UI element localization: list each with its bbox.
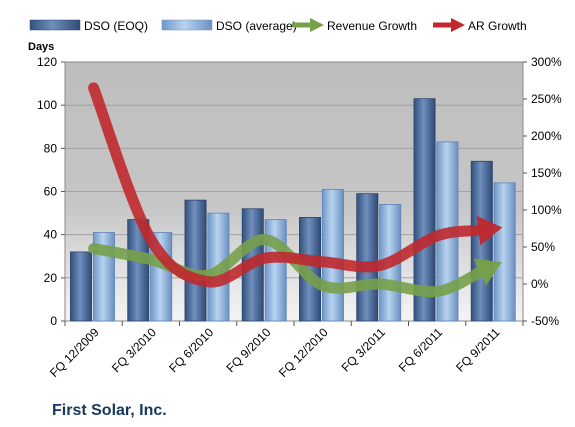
y-axis-left-title: Days	[28, 41, 54, 53]
y-left-tick-label: 60	[44, 185, 58, 199]
y-right-tick-label: 0%	[531, 277, 549, 291]
x-tick-label: FQ 9/2010	[224, 325, 274, 375]
bar-dso-eoq	[184, 199, 207, 322]
y-left-tick-label: 80	[44, 141, 58, 155]
x-tick-label: FQ 6/2010	[166, 325, 216, 375]
x-tick-label: FQ 3/2011	[339, 325, 389, 375]
y-right-tick-label: -50%	[531, 314, 559, 328]
x-tick-label: FQ 3/2010	[109, 325, 159, 375]
y-right-tick-label: 50%	[531, 240, 555, 254]
growth-arrows	[88, 82, 503, 298]
x-tick-label: FQ 12/2010	[276, 325, 331, 380]
x-tick-label: FQ 6/2011	[396, 325, 446, 375]
legend-swatch-dso-average	[161, 19, 213, 31]
chart-footer-title: First Solar, Inc.	[52, 402, 167, 419]
bar-dso-average	[493, 182, 516, 322]
bar-dso-eoq	[356, 193, 379, 322]
x-tick-label: FQ 9/2011	[453, 325, 503, 375]
legend-label-revenue-growth: Revenue Growth	[327, 19, 417, 33]
ar-growth-line	[88, 82, 486, 288]
legend-swatch-ar-growth	[433, 18, 465, 32]
revenue-growth-arrowhead	[473, 258, 502, 286]
x-tick-label: FQ 12/2009	[47, 325, 102, 380]
y-left-tick-label: 100	[37, 98, 57, 112]
bar-dso-average	[321, 188, 344, 322]
legend-label-dso-average: DSO (average)	[216, 19, 297, 33]
y-right-tick-label: 200%	[531, 129, 562, 143]
ar-growth-arrowhead	[476, 215, 503, 246]
legend-label-dso-eoq: DSO (EOQ)	[84, 19, 148, 33]
legend-swatch-revenue-growth	[292, 18, 324, 32]
y-right-tick-label: 100%	[531, 203, 562, 217]
y-left-tick-label: 20	[44, 271, 58, 285]
y-right-tick-label: 150%	[531, 166, 562, 180]
legend: DSO (EOQ) DSO (average) Revenue Growth A…	[29, 18, 527, 33]
y-left-tick-label: 40	[44, 228, 58, 242]
legend-label-ar-growth: AR Growth	[468, 19, 527, 33]
y-right-tick-label: 250%	[531, 92, 562, 106]
legend-swatch-dso-eoq	[29, 19, 81, 31]
y-right-tick-label: 300%	[531, 55, 562, 69]
y-left-tick-label: 120	[37, 55, 57, 69]
bar-dso-eoq	[70, 251, 93, 322]
bar-dso-eoq	[413, 98, 436, 322]
y-left-tick-label: 0	[50, 314, 57, 328]
